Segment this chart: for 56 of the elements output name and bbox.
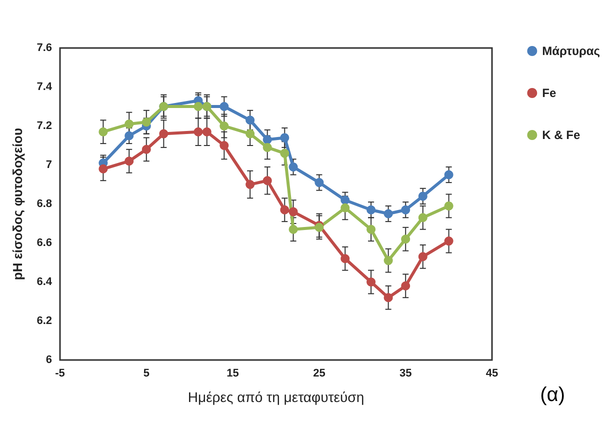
- legend-label: K & Fe: [542, 128, 580, 142]
- point: [366, 278, 376, 286]
- legend-label: Fe: [542, 86, 556, 100]
- y-tick-label: 6.2: [36, 315, 52, 327]
- point: [418, 213, 428, 222]
- point: [280, 205, 290, 214]
- x-axis-title: Ημέρες από τη μεταφυτεύση: [188, 389, 364, 405]
- point: [98, 164, 108, 174]
- point: [340, 203, 350, 212]
- point: [142, 144, 151, 154]
- point: [366, 205, 376, 214]
- y-tick-label: 6.6: [36, 237, 52, 249]
- point: [262, 142, 272, 152]
- point: [288, 162, 298, 172]
- point: [401, 281, 410, 290]
- text: (α): [540, 384, 566, 406]
- point: [194, 102, 203, 111]
- point: [444, 170, 454, 180]
- x-tick-label: 25: [313, 368, 326, 380]
- point: [98, 127, 108, 136]
- point: [159, 129, 168, 138]
- y-tick-label: 7.6: [36, 42, 52, 54]
- point: [246, 180, 255, 189]
- x-tick-label: 45: [486, 368, 498, 380]
- point: [401, 205, 410, 214]
- point: [262, 176, 272, 186]
- point: [384, 293, 393, 302]
- point: [340, 254, 350, 264]
- point: [314, 178, 324, 188]
- x-tick-label: 35: [399, 368, 412, 380]
- legend-label: Μάρτυρας: [542, 44, 600, 58]
- point: [418, 192, 428, 201]
- y-tick-label: 6.4: [36, 276, 53, 288]
- point: [384, 209, 393, 218]
- point: [444, 236, 454, 246]
- point: [444, 201, 454, 210]
- x-tick-label: -5: [55, 368, 65, 380]
- y-tick-label: 6: [46, 354, 52, 366]
- y-tick-label: 7: [46, 159, 52, 171]
- y-tick-label: 7.4: [36, 81, 53, 93]
- point: [124, 156, 134, 166]
- point: [194, 127, 203, 136]
- point: [220, 141, 229, 150]
- point: [384, 256, 393, 266]
- point: [418, 252, 428, 262]
- point: [220, 102, 229, 111]
- x-tick-label: 5: [143, 368, 150, 380]
- y-tick-label: 7.2: [36, 120, 52, 132]
- point: [401, 234, 410, 244]
- y-axis-title: pH είσοδος φυτοδοχείου: [10, 128, 25, 280]
- point: [366, 224, 376, 234]
- y-tick-label: 6.8: [36, 198, 52, 210]
- point: [202, 127, 212, 136]
- point: [124, 131, 134, 140]
- x-tick-label: 15: [226, 368, 239, 380]
- point: [246, 116, 255, 125]
